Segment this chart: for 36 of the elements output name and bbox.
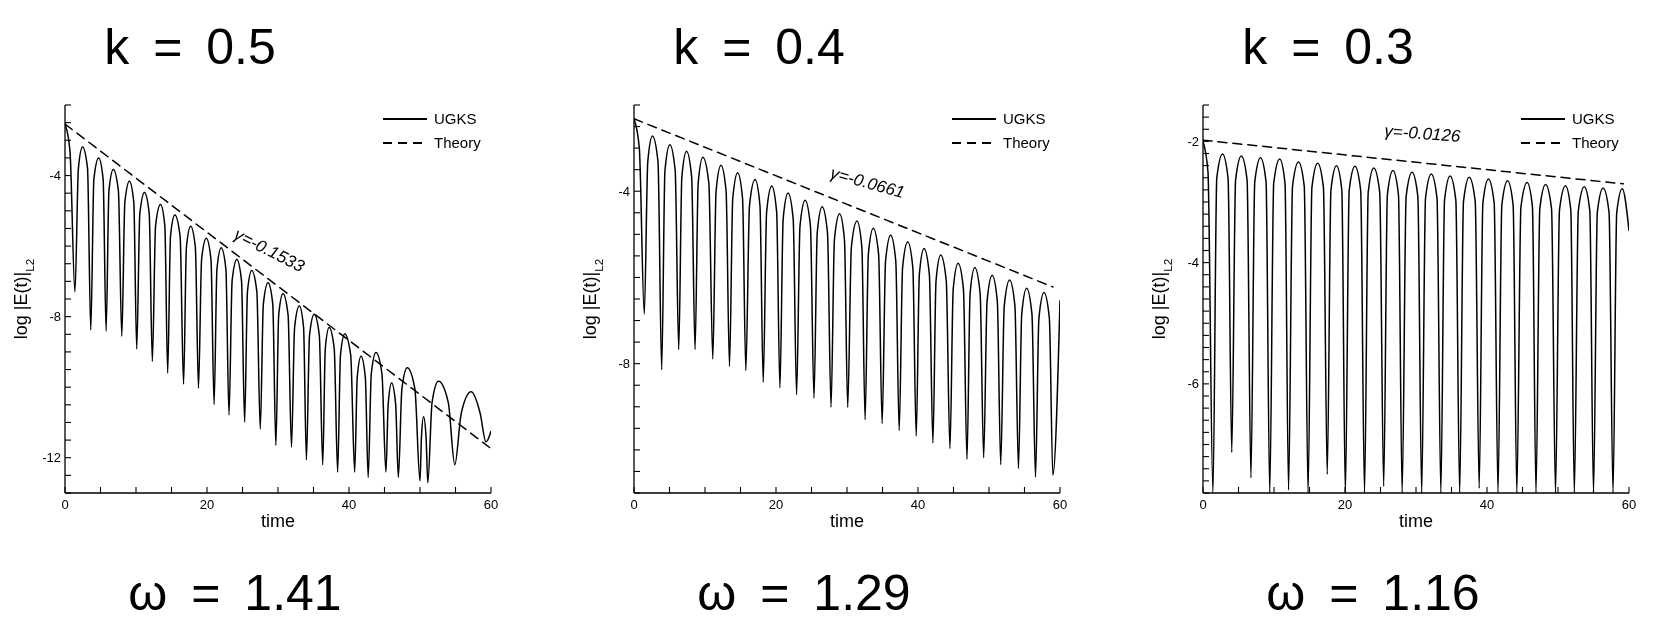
- y-tick-label: -8: [49, 309, 61, 325]
- y-tick-label: -8: [618, 356, 630, 372]
- x-tick-label: 20: [1337, 497, 1353, 512]
- x-tick-label: 40: [910, 497, 926, 512]
- text: ω = 1.41: [128, 565, 342, 620]
- legend-label: UGKS: [1003, 110, 1046, 128]
- annotation: γ=-0.0126: [1383, 121, 1462, 146]
- x-tick-label: 40: [1479, 497, 1495, 512]
- y-tick-label: -6: [1187, 376, 1199, 392]
- legend-label: Theory: [1572, 134, 1620, 152]
- y-tick-label: -2: [1187, 133, 1199, 149]
- y-tick-label: -12: [42, 450, 61, 466]
- x-tick-label: 60: [1052, 497, 1068, 512]
- chart-title: k = 0.4: [673, 19, 845, 75]
- y-tick-label: -4: [49, 168, 61, 184]
- legend-label: Theory: [434, 134, 482, 152]
- x-tick-label: 0: [1199, 497, 1207, 512]
- x-tick-label: 60: [483, 497, 499, 512]
- chart-title: k = 0.5: [104, 19, 276, 75]
- x-tick-label: 0: [61, 497, 69, 512]
- x-tick-label: 40: [341, 497, 357, 512]
- legend-label: UGKS: [1572, 110, 1615, 128]
- chart-title: k = 0.3: [1242, 19, 1414, 75]
- x-axis-title: time: [260, 511, 296, 531]
- x-axis-title: time: [829, 511, 865, 531]
- legend-label: Theory: [1003, 134, 1051, 152]
- x-tick-label: 20: [199, 497, 215, 512]
- x-tick-label: 60: [1621, 497, 1637, 512]
- legend-label: UGKS: [434, 110, 477, 128]
- text: ω = 1.16: [1266, 565, 1480, 620]
- x-axis-title: time: [1398, 511, 1434, 531]
- y-tick-label: -4: [1187, 255, 1199, 271]
- x-tick-label: 20: [768, 497, 784, 512]
- y-tick-label: -4: [618, 183, 630, 199]
- text: ω = 1.29: [697, 565, 911, 620]
- x-tick-label: 0: [630, 497, 638, 512]
